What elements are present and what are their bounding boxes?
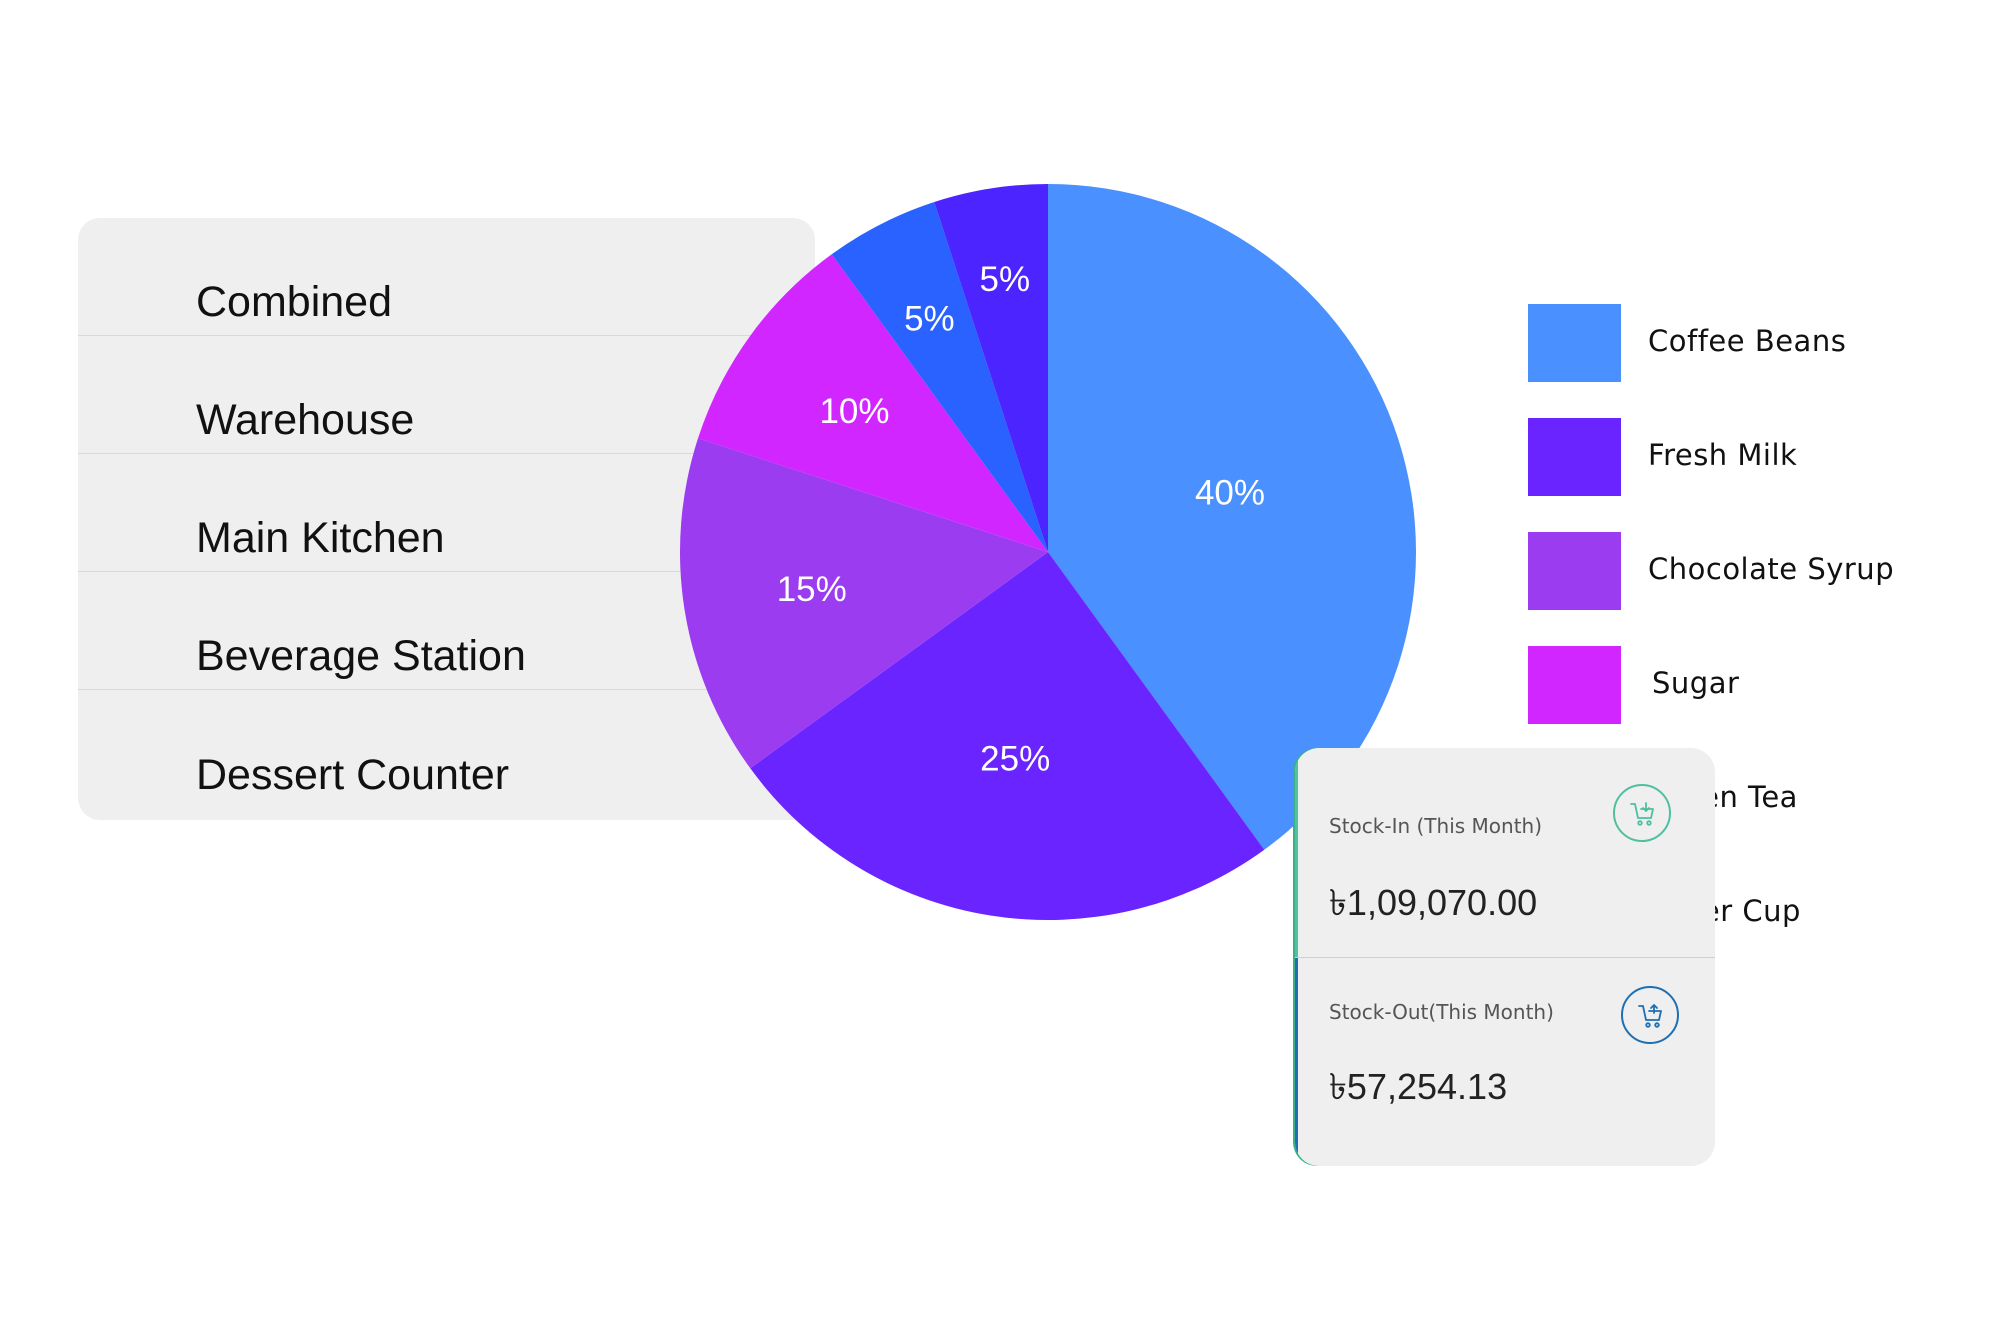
legend-label: Coffee Beans	[1648, 324, 1847, 358]
pie-slice-sugar[interactable]	[698, 254, 1048, 553]
pie-slice-fresh-milk[interactable]	[750, 552, 1265, 920]
legend-swatch	[1528, 304, 1621, 382]
pie-slice-chocolate-syrup[interactable]	[680, 438, 1048, 769]
location-label: Dessert Counter	[196, 751, 510, 799]
legend-item[interactable]: Chocolate Syrup	[1528, 532, 1968, 610]
stock-in-cart-button[interactable]	[1613, 784, 1671, 842]
stock-out-value: ৳57,254.13	[1329, 1066, 1508, 1107]
legend-item[interactable]: Sugar	[1528, 646, 1968, 724]
pie-data-label: 25%	[980, 740, 1050, 779]
stock-out-label: Stock-Out(This Month)	[1329, 1000, 1554, 1024]
pie-slice-coffee-beans[interactable]	[1048, 184, 1416, 850]
stock-summary-card: Stock-In (This Month) ৳1,09,070.00 Stock…	[1295, 748, 1715, 1166]
stock-in-value: ৳1,09,070.00	[1329, 882, 1538, 923]
location-label: Main Kitchen	[196, 514, 445, 562]
cart-icon	[1630, 802, 1654, 826]
location-item-main-kitchen[interactable]: Main Kitchen	[78, 454, 815, 572]
legend-swatch	[1528, 418, 1621, 496]
legend-swatch	[1528, 646, 1621, 724]
location-item-dessert-counter[interactable]: Dessert Counter	[78, 690, 815, 808]
legend-label: Chocolate Syrup	[1648, 552, 1895, 586]
location-label: Beverage Station	[196, 632, 526, 680]
stock-in-row: Stock-In (This Month) ৳1,09,070.00	[1295, 748, 1715, 958]
legend-label: Fresh Milk	[1648, 438, 1798, 472]
pie-slice-green-tea[interactable]	[831, 202, 1048, 552]
stock-out-cart-button[interactable]	[1621, 986, 1679, 1044]
location-item-warehouse[interactable]: Warehouse	[78, 336, 815, 454]
location-label: Combined	[196, 278, 392, 326]
pie-data-label: 10%	[819, 392, 889, 431]
location-item-beverage-station[interactable]: Beverage Station	[78, 572, 815, 690]
legend-swatch	[1528, 532, 1621, 610]
pie-data-label: 40%	[1195, 473, 1265, 512]
pie-data-label: 5%	[980, 260, 1031, 299]
stock-out-row: Stock-Out(This Month) ৳57,254.13	[1295, 958, 1715, 1166]
legend-item[interactable]: Coffee Beans	[1528, 304, 1968, 382]
pie-data-label: 5%	[904, 300, 955, 339]
pie-data-label: 15%	[777, 570, 847, 609]
stock-in-label: Stock-In (This Month)	[1329, 814, 1543, 838]
location-item-combined[interactable]: Combined	[78, 218, 815, 336]
cart-icon	[1638, 1004, 1662, 1028]
legend-label: Sugar	[1652, 666, 1740, 700]
pie-slice-paper-cup[interactable]	[934, 184, 1048, 552]
legend-item[interactable]: Fresh Milk	[1528, 418, 1968, 496]
location-label: Warehouse	[196, 396, 415, 444]
